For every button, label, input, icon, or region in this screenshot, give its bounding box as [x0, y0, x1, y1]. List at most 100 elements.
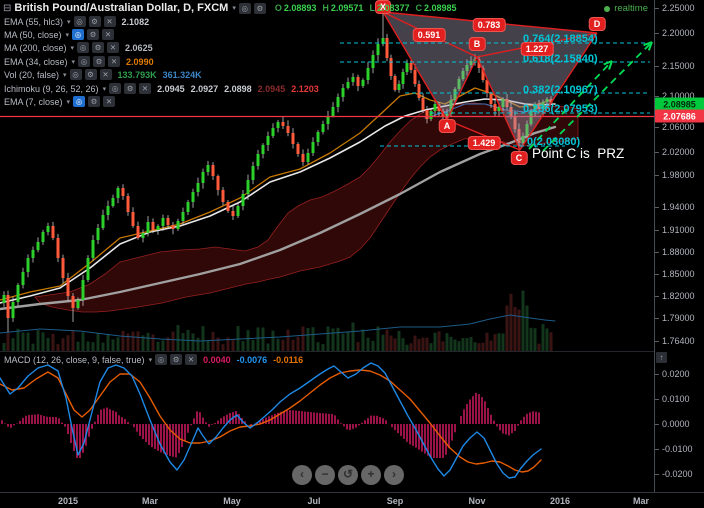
pattern-pill[interactable]: B	[468, 37, 486, 51]
indicator-row: Ichimoku (9, 26, 52, 26) ▾ ◎ ⚙ ✕ 2.0945 2.0927…	[4, 83, 319, 94]
scroll-right-button[interactable]: ›	[384, 465, 404, 485]
price-tick-label: 1.88000	[655, 247, 695, 257]
indicator-label[interactable]: Ichimoku (9, 26, 52, 26)	[4, 83, 99, 94]
pattern-line	[446, 56, 478, 121]
ohlc-value: 2.09571	[330, 3, 364, 13]
indicator-label[interactable]: EMA (55, hlc3)	[4, 16, 64, 27]
time-tick-label: Mar	[141, 496, 159, 506]
close-icon[interactable]: ✕	[102, 29, 115, 40]
close-icon[interactable]: ✕	[103, 16, 116, 27]
eye-icon[interactable]: ◎	[78, 56, 91, 67]
price-tick-label: 2.02000	[655, 147, 695, 157]
zoom-out-button[interactable]: −	[315, 465, 335, 485]
eye-icon[interactable]: ◎	[69, 69, 82, 80]
price-axis[interactable]: 2.25000 2.20000 2.15000 2.10000 2.06000 2.020…	[654, 0, 704, 492]
fib-level-label: 0.382(2.10967)	[523, 84, 598, 96]
trend-arrow	[542, 41, 653, 152]
chevron-down-icon[interactable]: ▾	[67, 18, 71, 26]
gear-icon[interactable]: ⚙	[93, 56, 106, 67]
price-tick-label: 1.91000	[655, 225, 695, 235]
price-tick-label: -0.0200	[655, 469, 693, 479]
eye-icon[interactable]: ◎	[73, 96, 86, 107]
close-icon[interactable]: ✕	[185, 354, 198, 365]
indicator-label[interactable]: Vol (20, false)	[4, 69, 60, 80]
eye-icon[interactable]: ◎	[109, 83, 122, 94]
close-icon[interactable]: ✕	[139, 83, 152, 94]
chevron-down-icon[interactable]: ▾	[102, 85, 107, 93]
eye-icon[interactable]: ◎	[155, 354, 168, 365]
pattern-pill[interactable]: 0.591	[412, 28, 446, 42]
pattern-pill[interactable]: C	[510, 151, 528, 165]
indicator-row: MACD (12, 26, close, 9, false, true) ▾ ◎ ⚙ ✕…	[4, 354, 303, 365]
time-tick-label: 2015	[57, 496, 79, 506]
arrowhead-icon	[608, 60, 613, 70]
chevron-down-icon[interactable]: ▾	[232, 5, 236, 12]
realtime-dot-icon	[604, 5, 611, 12]
pattern-line	[446, 119, 521, 151]
ohlc-key: O	[274, 3, 282, 13]
chevron-down-icon[interactable]: ▾	[70, 44, 75, 52]
pane-maximize-button[interactable]: ↑	[656, 352, 667, 363]
close-icon[interactable]: ✕	[103, 96, 116, 107]
pattern-pill[interactable]: 1.429	[467, 136, 501, 150]
price-tick-label: 0.0200	[655, 369, 690, 379]
gear-icon[interactable]: ⚙	[253, 2, 266, 14]
indicator-label[interactable]: MA (50, close)	[4, 29, 62, 40]
price-tick-label: 0.0000	[655, 419, 690, 429]
fib-level-label: 0.236(2.07953)	[523, 103, 598, 115]
time-axis[interactable]: 2015 Mar May Jul Sep Nov 2016 Mar	[0, 492, 704, 508]
chevron-down-icon[interactable]: ▾	[65, 31, 70, 39]
indicator-value: 133.793K	[117, 69, 157, 80]
eye-icon[interactable]: ◎	[72, 29, 85, 40]
chevron-down-icon[interactable]: ▾	[66, 98, 71, 106]
gear-icon[interactable]: ⚙	[88, 16, 101, 27]
pattern-pill[interactable]: 0.783	[472, 18, 506, 32]
time-tick-label: May	[223, 496, 241, 506]
fib-level-label: 0(2.03080)	[527, 136, 581, 148]
close-icon[interactable]: ✕	[107, 42, 120, 53]
close-icon[interactable]: ✕	[99, 69, 112, 80]
gear-icon[interactable]: ⚙	[92, 42, 105, 53]
indicator-value: 2.0945	[257, 83, 286, 94]
gear-icon[interactable]: ⚙	[88, 96, 101, 107]
price-tick-label: 0.0100	[655, 394, 690, 404]
chevron-down-icon[interactable]: ▾	[148, 356, 153, 364]
pattern-fill	[383, 12, 477, 120]
chevron-down-icon[interactable]: ▾	[71, 58, 76, 66]
gear-icon[interactable]: ⚙	[84, 69, 97, 80]
eye-icon[interactable]: ◎	[238, 2, 251, 14]
pattern-pill[interactable]: A	[438, 119, 456, 133]
pattern-pill[interactable]: 1.227	[520, 42, 554, 56]
eye-icon[interactable]: ◎	[73, 16, 86, 27]
chart-canvas[interactable]	[0, 0, 654, 492]
indicator-row: MA (200, close) ▾ ◎ ⚙ ✕ 2.0625	[4, 42, 153, 53]
zoom-in-button[interactable]: +	[361, 465, 381, 485]
gear-icon[interactable]: ⚙	[87, 29, 100, 40]
realtime-label: realtime	[614, 3, 648, 14]
indicator-label[interactable]: MA (200, close)	[4, 42, 67, 53]
pattern-pill[interactable]: X	[374, 0, 392, 14]
indicator-value: 2.1203	[291, 83, 319, 94]
fib-level-label: 0.618(2.15840)	[523, 53, 598, 65]
indicator-row: MA (50, close) ▾ ◎ ⚙ ✕	[4, 29, 115, 40]
price-tick-label: 2.06000	[655, 122, 695, 132]
symbol-title[interactable]: British Pound/Australian Dollar, D, FXCM	[14, 2, 229, 14]
ohlc-readout: O 2.08893 H 2.09571 L 2.08377 C 2.08985	[269, 3, 457, 13]
eye-icon[interactable]: ◎	[77, 42, 90, 53]
indicator-label[interactable]: MACD (12, 26, close, 9, false, true)	[4, 354, 145, 365]
menu-icon[interactable]: ⊟	[3, 2, 12, 14]
chevron-down-icon[interactable]: ▾	[63, 71, 67, 79]
indicator-row: Vol (20, false) ▾ ◎ ⚙ ✕ 133.793K 361.324K	[4, 69, 202, 80]
scroll-left-button[interactable]: ‹	[292, 465, 312, 485]
ohlc-value: 2.08893	[283, 3, 317, 13]
indicator-label[interactable]: EMA (34, close)	[4, 56, 68, 67]
gear-icon[interactable]: ⚙	[124, 83, 137, 94]
reset-zoom-button[interactable]: ↺	[338, 465, 358, 485]
gear-icon[interactable]: ⚙	[170, 354, 183, 365]
price-tick-label: 2.25000	[655, 3, 695, 13]
pattern-pill[interactable]: D	[588, 17, 606, 31]
indicator-label[interactable]: EMA (7, close)	[4, 96, 63, 107]
close-icon[interactable]: ✕	[108, 56, 121, 67]
time-tick-label: Mar	[632, 496, 650, 506]
pane-divider[interactable]	[0, 351, 654, 354]
